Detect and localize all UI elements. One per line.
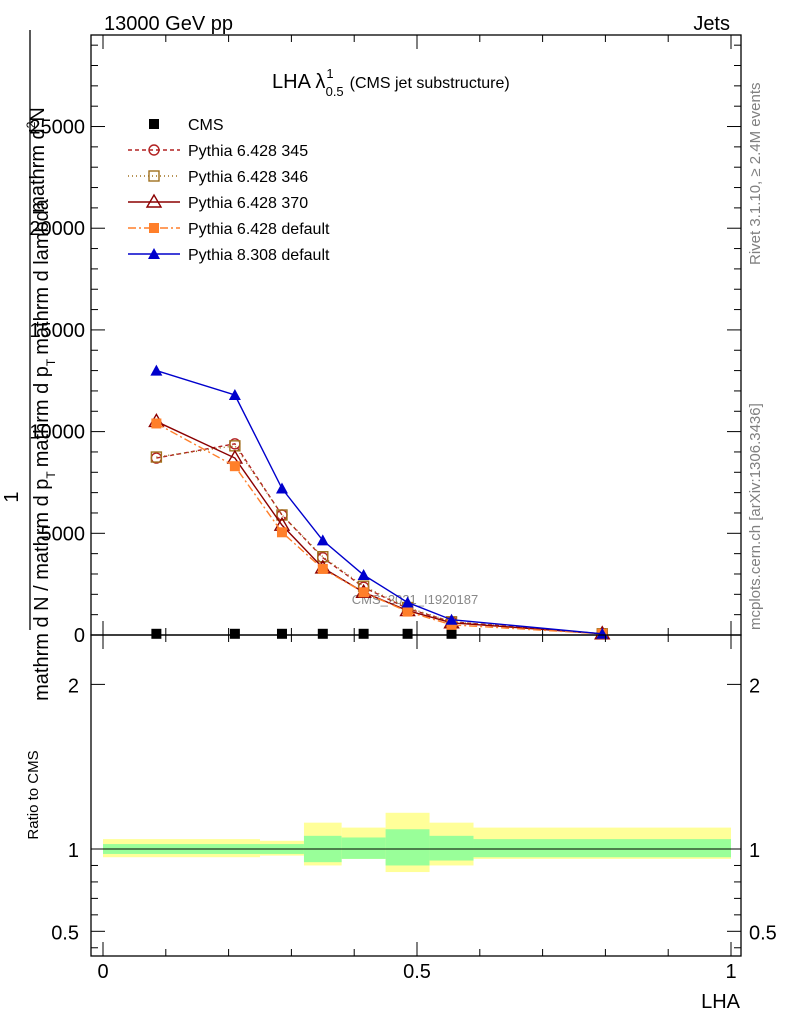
main-panel: 0 5000 10000 15000 20000 25000 CMS_2021_I19201… (29, 34, 742, 647)
legend-marker (148, 144, 160, 156)
series-pythia-6-428-345 (150, 438, 608, 640)
data-point (317, 628, 328, 639)
plot-title-sub: 0.5 (326, 84, 344, 99)
legend-label: CMS (188, 117, 224, 134)
ratio-ylabel: Ratio to CMS (25, 750, 42, 839)
plot-title-sup: 1 (326, 66, 333, 81)
series-pythia-8-308-default (150, 364, 609, 639)
main-ylabel-bottom: mathrm d N / mathrm d pTmathrm d pTmathr… (31, 198, 58, 701)
data-point (228, 389, 241, 400)
data-point (276, 509, 288, 521)
data-point (401, 596, 414, 608)
series-line (156, 420, 603, 635)
main-ylabel-rest-sub: T (44, 358, 58, 366)
main-ylabel-bottom-main: mathrm d N / mathrm d p (31, 479, 53, 701)
main-ylabel-num-sup: 2 (24, 121, 38, 128)
data-point (276, 527, 287, 538)
data-point (357, 569, 370, 580)
ratio-xtick-label: 0 (97, 961, 108, 983)
ratio-inner-band (341, 837, 386, 859)
legend-entry: Pythia 6.428 346 (128, 169, 308, 186)
data-point (402, 628, 413, 639)
data-point (358, 587, 369, 598)
legend-marker (148, 248, 160, 259)
ratio-inner-band (429, 835, 474, 861)
legend-entry: Pythia 6.428 345 (128, 143, 308, 160)
plot-title-suffix: (CMS jet substructure) (350, 75, 510, 92)
main-ytick-label: 10000 (29, 422, 85, 444)
main-ytick-label: 15000 (29, 320, 85, 342)
data-point (446, 628, 457, 639)
series-line (156, 443, 603, 635)
data-point (317, 563, 328, 574)
ratio-ytick-label-right: 2 (749, 675, 760, 697)
series-line (156, 369, 603, 635)
main-ytick-label: 20000 (29, 218, 85, 240)
legend-label: Pythia 8.308 default (188, 247, 330, 264)
legend-entry: Pythia 8.308 default (128, 247, 330, 264)
main-ylabel-tail: mathrm d lambda (31, 198, 53, 354)
main-ylabel-num-main: mathrm d (27, 128, 49, 212)
legend-entry: CMS (149, 117, 224, 134)
watermark: CMS_2021_I1920187 (352, 592, 479, 607)
main-ylabel-rest: mathrm d p (31, 366, 53, 467)
legend-marker (149, 119, 159, 129)
side-right-bottom: mcplots.cern.ch [arXiv:1306.3436] (747, 403, 764, 630)
legend-label: Pythia 6.428 default (188, 221, 330, 238)
main-ylabel-bottom-sub: T (44, 471, 58, 479)
ratio-ytick-label: 1 (68, 840, 79, 862)
main-ytick-label: 5000 (41, 523, 86, 545)
data-point (229, 461, 240, 472)
legend-marker (148, 170, 160, 182)
ratio-ytick-label-right: 1 (749, 840, 760, 862)
legend-entry: Pythia 6.428 370 (128, 193, 308, 212)
data-point (358, 628, 369, 639)
ratio-inner-band (473, 839, 731, 858)
main-ylabel-numerator: mathrm d2N (24, 107, 49, 213)
data-point (316, 534, 329, 546)
x-axis-label: LHA (701, 991, 741, 1013)
ratio-inner-band (385, 829, 430, 866)
ratio-xtick-label: 0.5 (403, 961, 431, 983)
plot-title-main: LHA λ (272, 71, 325, 93)
legend-label: Pythia 6.428 370 (188, 195, 308, 212)
main-ylabel-num-tail: N (27, 107, 49, 121)
series-pythia-6-428-346 (150, 440, 608, 640)
main-ylabel-top: 1 (1, 491, 23, 502)
ratio-ytick-label-right: 0.5 (749, 922, 777, 944)
ratio-ytick-label: 2 (68, 675, 79, 697)
legend-label: Pythia 6.428 345 (188, 143, 308, 160)
data-point (445, 613, 458, 625)
data-point (150, 451, 163, 463)
data-point (151, 628, 162, 639)
data-point (402, 606, 413, 617)
header-right: Jets (693, 13, 730, 35)
main-ytick-label: 25000 (29, 117, 85, 139)
data-point (150, 364, 163, 376)
main-ytick-label: 0 (74, 625, 85, 647)
legend-label: Pythia 6.428 346 (188, 169, 308, 186)
main-ylabel: 1 mathrm d2N mathrm d N / mathrm d pTmat… (1, 30, 58, 701)
ratio-ytick-label: 0.5 (51, 922, 79, 944)
side-right-top: Rivet 3.1.10, ≥ 2.4M events (747, 83, 764, 266)
legend-entry: Pythia 6.428 default (128, 221, 330, 238)
data-point (446, 619, 457, 630)
legend-marker (145, 193, 163, 208)
plot-title: LHA λ1 0.5 (CMS jet substructure) (272, 66, 510, 99)
data-point (276, 628, 287, 639)
series-line (156, 422, 603, 635)
header-left: 13000 GeV pp (104, 13, 233, 35)
ratio-panel: 0 0.5 1 0.5 0.5 1 1 2 2 (51, 634, 777, 983)
ratio-xtick-label: 1 (725, 961, 736, 983)
data-point (151, 418, 162, 429)
data-point (275, 482, 288, 494)
ratio-frame (90, 634, 742, 957)
legend-marker (149, 223, 159, 233)
data-point (229, 628, 240, 639)
